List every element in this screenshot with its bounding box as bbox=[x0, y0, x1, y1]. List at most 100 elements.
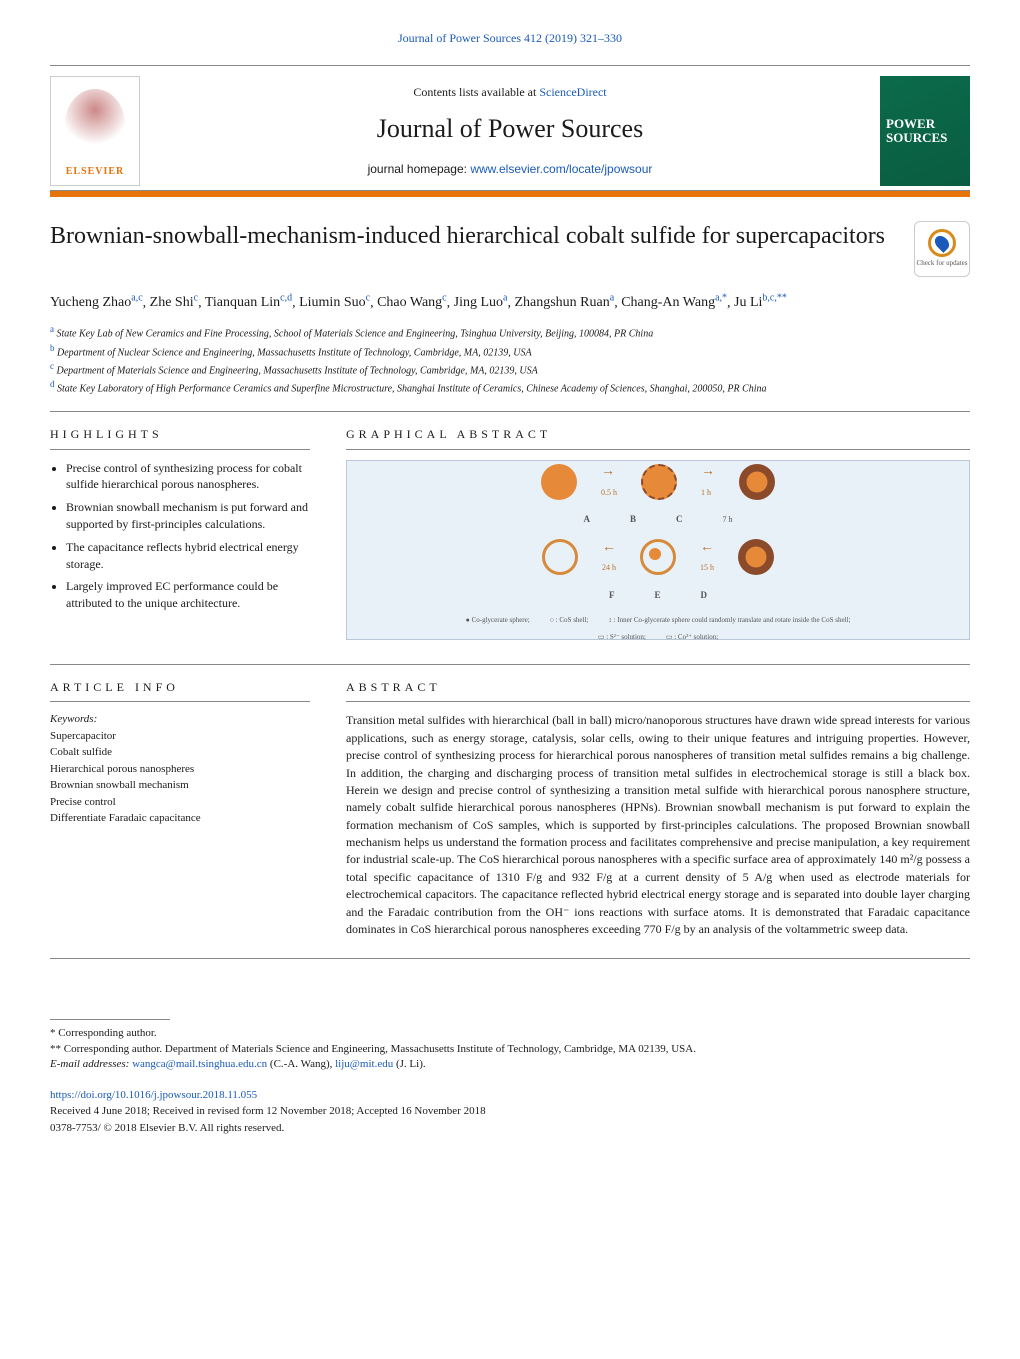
keyword: Cobalt sulfide bbox=[50, 744, 310, 761]
journal-header: ELSEVIER Contents lists available at Sci… bbox=[50, 65, 970, 191]
ga-sphere-b bbox=[641, 464, 677, 500]
author: Chao Wangc bbox=[377, 295, 447, 310]
divider bbox=[50, 664, 970, 665]
graphical-abstract-figure: →0.5 h →1 h A B C 7 h ←24 h ←15 h F E bbox=[346, 460, 970, 640]
ga-sphere-e bbox=[640, 539, 676, 575]
ga-sphere-d bbox=[738, 539, 774, 575]
citation-text[interactable]: Journal of Power Sources 412 (2019) 321–… bbox=[398, 31, 622, 45]
affiliation: d State Key Laboratory of High Performan… bbox=[50, 378, 970, 396]
ga-arrow-icon: →0.5 h bbox=[601, 462, 617, 501]
ga-time-7h: 7 h bbox=[723, 514, 733, 525]
highlight-item: Precise control of synthesizing process … bbox=[66, 460, 310, 494]
highlight-item: The capacitance reflects hybrid electric… bbox=[66, 539, 310, 573]
copyright-line: 0378-7753/ © 2018 Elsevier B.V. All righ… bbox=[50, 1122, 284, 1134]
title-row: Brownian-snowball-mechanism-induced hier… bbox=[50, 221, 970, 277]
keyword: Brownian snowball mechanism bbox=[50, 777, 310, 794]
ga-legend-item: ▭ : S²⁻ solution; bbox=[598, 633, 646, 643]
author: Chang-An Wanga,* bbox=[621, 295, 727, 310]
check-updates-label: Check for updates bbox=[917, 259, 968, 269]
abstract-section: ABSTRACT Transition metal sulfides with … bbox=[346, 679, 970, 939]
ga-label-c: C bbox=[676, 513, 683, 526]
email-line: E-mail addresses: wangca@mail.tsinghua.e… bbox=[50, 1057, 970, 1072]
author: Yucheng Zhaoa,c bbox=[50, 295, 143, 310]
abstract-text: Transition metal sulfides with hierarchi… bbox=[346, 712, 970, 938]
ga-label-d: D bbox=[701, 589, 708, 602]
affiliation: a State Key Lab of New Ceramics and Fine… bbox=[50, 323, 970, 341]
ga-legend-item: ○ : CoS shell; bbox=[550, 616, 589, 626]
sciencedirect-link[interactable]: ScienceDirect bbox=[539, 85, 606, 99]
ga-legend-item: ↕ : Inner Co-glycerate sphere could rand… bbox=[608, 616, 850, 626]
article-info-section: ARTICLE INFO Keywords: Supercapacitor Co… bbox=[50, 679, 310, 939]
orange-divider bbox=[50, 191, 970, 197]
ga-label-a: A bbox=[583, 513, 590, 526]
ga-label-f: F bbox=[609, 589, 615, 602]
affiliation: c Department of Materials Science and En… bbox=[50, 360, 970, 378]
ga-arrow-icon: ←15 h bbox=[700, 538, 714, 577]
keyword: Supercapacitor bbox=[50, 728, 310, 745]
cover-title-1: POWER bbox=[886, 116, 935, 131]
authors-list: Yucheng Zhaoa,c, Zhe Shic, Tianquan Linc… bbox=[50, 291, 970, 314]
footnote-rule bbox=[50, 1019, 170, 1020]
ga-sphere-c bbox=[739, 464, 775, 500]
email-suffix-2: (J. Li). bbox=[393, 1058, 425, 1070]
check-updates-badge[interactable]: Check for updates bbox=[914, 221, 970, 277]
highlights-heading: HIGHLIGHTS bbox=[50, 426, 310, 450]
ga-sphere-a bbox=[541, 464, 577, 500]
elsevier-logo: ELSEVIER bbox=[50, 76, 140, 186]
homepage-link[interactable]: www.elsevier.com/locate/jpowsour bbox=[470, 162, 652, 176]
keyword: Precise control bbox=[50, 794, 310, 811]
check-updates-icon bbox=[928, 229, 956, 257]
doi-link[interactable]: https://doi.org/10.1016/j.jpowsour.2018.… bbox=[50, 1089, 257, 1101]
author: Jing Luoa bbox=[454, 295, 508, 310]
ga-legend: ● Co-glycerate sphere; ○ : CoS shell; ↕ … bbox=[466, 616, 851, 626]
article-info-heading: ARTICLE INFO bbox=[50, 679, 310, 703]
ga-legend-item: ● Co-glycerate sphere; bbox=[466, 616, 530, 626]
corresponding-2: ** Corresponding author. Department of M… bbox=[50, 1042, 970, 1057]
journal-name: Journal of Power Sources bbox=[158, 111, 862, 147]
contents-pre: Contents lists available at bbox=[413, 85, 539, 99]
footer: * Corresponding author. ** Corresponding… bbox=[50, 1019, 970, 1136]
ga-arrow-icon: →1 h bbox=[701, 462, 715, 501]
ga-sphere-f bbox=[542, 539, 578, 575]
corresponding-1: * Corresponding author. bbox=[50, 1026, 970, 1041]
author: Liumin Suoc bbox=[299, 295, 370, 310]
doi-block: https://doi.org/10.1016/j.jpowsour.2018.… bbox=[50, 1087, 970, 1137]
highlights-graphical-row: HIGHLIGHTS Precise control of synthesizi… bbox=[50, 426, 970, 640]
top-citation-link[interactable]: Journal of Power Sources 412 (2019) 321–… bbox=[50, 30, 970, 47]
abstract-heading: ABSTRACT bbox=[346, 679, 970, 703]
author: Zhe Shic bbox=[150, 295, 198, 310]
elsevier-label: ELSEVIER bbox=[66, 165, 125, 179]
divider bbox=[50, 411, 970, 412]
keyword: Differentiate Faradaic capacitance bbox=[50, 810, 310, 827]
author: Ju Lib,c,** bbox=[734, 295, 787, 310]
highlight-item: Largely improved EC performance could be… bbox=[66, 578, 310, 612]
contents-line: Contents lists available at ScienceDirec… bbox=[158, 84, 862, 101]
cover-title-2: SOURCES bbox=[886, 130, 947, 145]
keyword: Hierarchical porous nanospheres bbox=[50, 761, 310, 778]
ga-legend-2: ▭ : S²⁻ solution; ▭ : Co²⁺ solution; bbox=[598, 633, 718, 643]
highlights-section: HIGHLIGHTS Precise control of synthesizi… bbox=[50, 426, 310, 640]
info-abstract-row: ARTICLE INFO Keywords: Supercapacitor Co… bbox=[50, 679, 970, 939]
affiliations: a State Key Lab of New Ceramics and Fine… bbox=[50, 323, 970, 396]
homepage-pre: journal homepage: bbox=[368, 162, 471, 176]
email-suffix-1: (C.-A. Wang), bbox=[267, 1058, 335, 1070]
article-title: Brownian-snowball-mechanism-induced hier… bbox=[50, 221, 894, 252]
email-link-1[interactable]: wangca@mail.tsinghua.edu.cn bbox=[132, 1058, 267, 1070]
highlights-list: Precise control of synthesizing process … bbox=[50, 460, 310, 612]
graphical-heading: GRAPHICAL ABSTRACT bbox=[346, 426, 970, 450]
author: Zhangshun Ruana bbox=[514, 295, 614, 310]
homepage-line: journal homepage: www.elsevier.com/locat… bbox=[158, 161, 862, 178]
email-link-2[interactable]: liju@mit.edu bbox=[335, 1058, 393, 1070]
elsevier-tree-icon bbox=[65, 89, 125, 159]
highlight-item: Brownian snowball mechanism is put forwa… bbox=[66, 499, 310, 533]
ga-arrow-icon: ←24 h bbox=[602, 538, 616, 577]
divider bbox=[50, 958, 970, 959]
header-center: Contents lists available at ScienceDirec… bbox=[158, 84, 862, 178]
email-label: E-mail addresses: bbox=[50, 1058, 132, 1070]
affiliation: b Department of Nuclear Science and Engi… bbox=[50, 342, 970, 360]
keywords-label: Keywords: bbox=[50, 712, 310, 727]
ga-legend-item: ▭ : Co²⁺ solution; bbox=[666, 633, 718, 643]
author: Tianquan Linc,d bbox=[205, 295, 292, 310]
ga-label-b: B bbox=[630, 513, 636, 526]
journal-cover: POWER SOURCES bbox=[880, 76, 970, 186]
